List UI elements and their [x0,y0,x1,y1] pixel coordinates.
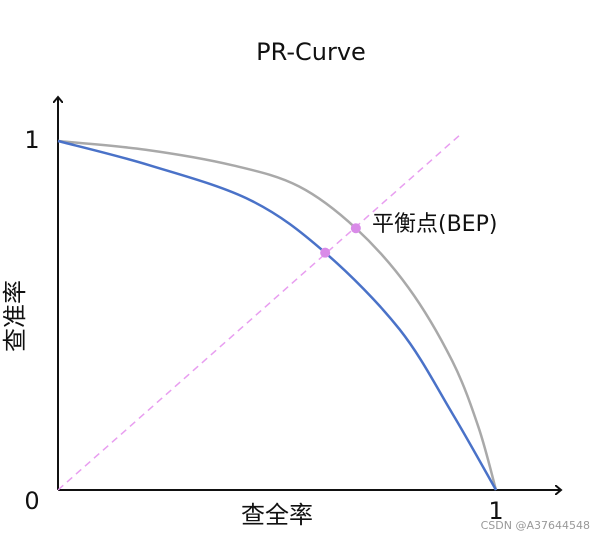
pr-curve [57,139,498,491]
chart-title: PR-Curve [256,38,366,66]
x-axis-label: 查全率 [241,501,313,529]
pr-curve [57,139,498,491]
reference-line [57,133,462,491]
bep-point [320,247,331,258]
annotation: 平衡点(BEP) [372,212,497,237]
y-tick-label: 1 [24,126,39,154]
watermark: CSDN @A37644548 [481,519,590,532]
bep-point [350,223,361,234]
y-axis-label: 查准率 [1,280,29,352]
y-tick-label: 0 [24,487,39,515]
x-tick-label: 1 [488,497,503,525]
